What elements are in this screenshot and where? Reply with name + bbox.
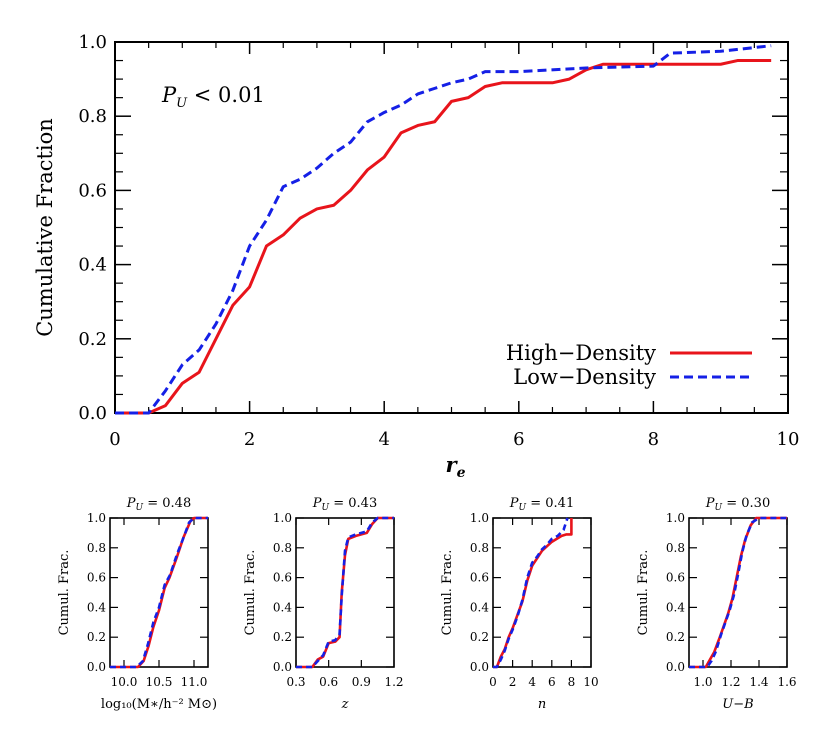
panel-3-high-density-line bbox=[493, 518, 573, 669]
panel-3-y-axis-title: Cumul. Frac. bbox=[440, 550, 455, 636]
main-x-tick-label: 2 bbox=[244, 429, 255, 450]
panel-3-y-tick-label: 1.0 bbox=[470, 511, 489, 525]
panel-4-y-axis-title: Cumul. Frac. bbox=[636, 550, 651, 636]
panel-1-x-tick-label: 11.0 bbox=[181, 675, 208, 689]
panel-3-y-tick-label: 0.8 bbox=[470, 541, 489, 555]
main-y-tick-label: 0.0 bbox=[78, 403, 107, 424]
panel-1-x-tick-label: 10.0 bbox=[111, 675, 138, 689]
panel-2-y-tick-label: 0.4 bbox=[273, 600, 292, 614]
panel-1-x-tick-label: 10.5 bbox=[146, 675, 173, 689]
panel-1-y-tick-label: 0.0 bbox=[87, 660, 106, 674]
panel-1-frame bbox=[109, 517, 209, 668]
panel-3-title: PU = 0.41 bbox=[509, 496, 574, 513]
panel-2-y-axis-title: Cumul. Frac. bbox=[243, 550, 258, 636]
main-y-tick-label: 0.8 bbox=[78, 106, 107, 127]
main-x-tick-label: 0 bbox=[109, 429, 120, 450]
main-y-tick-label: 0.2 bbox=[78, 329, 107, 350]
panel-4-high-density-line bbox=[689, 516, 787, 669]
panel-4-x-axis-title: U−B bbox=[722, 697, 753, 712]
low-density-line bbox=[115, 44, 772, 415]
panel-4-y-tick-label: 1.0 bbox=[666, 511, 685, 525]
panel-4-y-tick-label: 0.4 bbox=[666, 600, 685, 614]
high-density-line bbox=[115, 59, 772, 415]
panel-3-y-tick-label: 0.6 bbox=[470, 571, 489, 585]
panel-1-low-density-line bbox=[110, 516, 208, 669]
panel-4-frame bbox=[688, 517, 788, 668]
panel-3-x-axis-title: n bbox=[538, 697, 546, 712]
panel-3-x-tick-label: 4 bbox=[528, 675, 536, 689]
panel-4-title: PU = 0.30 bbox=[705, 496, 770, 513]
main-y-tick-label: 0.6 bbox=[78, 180, 107, 201]
panel-4-x-tick-label: 1.6 bbox=[777, 675, 796, 689]
panel-2-frame bbox=[295, 517, 395, 668]
panel-4-low-density-line bbox=[689, 516, 787, 669]
panel-4-x-tick-label: 1.0 bbox=[693, 675, 712, 689]
panel-2-y-tick-label: 0.2 bbox=[273, 630, 292, 644]
p-value-annotation: PU < 0.01 bbox=[161, 83, 265, 111]
panel-4-y-tick-label: 0.6 bbox=[666, 571, 685, 585]
panel-3-x-tick-label: 8 bbox=[568, 675, 576, 689]
panel-1-y-tick-label: 1.0 bbox=[87, 511, 106, 525]
panel-1-y-axis-title: Cumul. Frac. bbox=[57, 550, 72, 636]
main-x-axis-title: re bbox=[446, 452, 466, 481]
panel-2-y-tick-label: 0.0 bbox=[273, 660, 292, 674]
main-y-tick-label: 1.0 bbox=[78, 32, 107, 53]
panel-1-y-tick-label: 0.6 bbox=[87, 571, 106, 585]
panel-3-x-tick-label: 0 bbox=[489, 675, 497, 689]
main-y-axis-title: Cumulative Fraction bbox=[33, 118, 57, 337]
panel-1-title: PU = 0.48 bbox=[126, 496, 191, 513]
main-x-tick-label: 8 bbox=[648, 429, 659, 450]
panel-1-x-axis-title: log₁₀(M∗/h⁻² M⊙) bbox=[101, 697, 217, 712]
panel-1-high-density-line bbox=[110, 516, 208, 669]
panel-2-x-tick-label: 0.9 bbox=[352, 675, 371, 689]
legend-label-low-density: Low−Density bbox=[513, 365, 656, 389]
panel-2-x-tick-label: 0.3 bbox=[286, 675, 305, 689]
panel-4-y-tick-label: 0.0 bbox=[666, 660, 685, 674]
panel-2-high-density-line bbox=[296, 516, 394, 669]
panel-2-low-density-line bbox=[296, 516, 394, 669]
panel-2-x-axis-title: z bbox=[341, 697, 349, 712]
panel-3-y-tick-label: 0.0 bbox=[470, 660, 489, 674]
panel-2-x-tick-label: 1.2 bbox=[384, 675, 403, 689]
panel-1-y-tick-label: 0.2 bbox=[87, 630, 106, 644]
panel-2-title: PU = 0.43 bbox=[312, 496, 377, 513]
panel-2-y-tick-label: 1.0 bbox=[273, 511, 292, 525]
panel-4-y-tick-label: 0.2 bbox=[666, 630, 685, 644]
panel-3-x-tick-label: 2 bbox=[509, 675, 517, 689]
panel-3-y-tick-label: 0.4 bbox=[470, 600, 489, 614]
panel-3-y-tick-label: 0.2 bbox=[470, 630, 489, 644]
panel-2-y-tick-label: 0.8 bbox=[273, 541, 292, 555]
panel-3-frame bbox=[492, 517, 592, 668]
panel-3-x-tick-label: 10 bbox=[583, 675, 598, 689]
main-x-tick-label: 6 bbox=[513, 429, 524, 450]
main-x-tick-label: 4 bbox=[378, 429, 389, 450]
panel-2-y-tick-label: 0.6 bbox=[273, 571, 292, 585]
main-x-tick-label: 10 bbox=[777, 429, 800, 450]
panel-4-x-tick-label: 1.4 bbox=[749, 675, 768, 689]
main-y-tick-label: 0.4 bbox=[78, 255, 107, 276]
panel-4-x-tick-label: 1.2 bbox=[721, 675, 740, 689]
panel-4-y-tick-label: 0.8 bbox=[666, 541, 685, 555]
panel-3-x-tick-label: 6 bbox=[548, 675, 556, 689]
panel-1-y-tick-label: 0.4 bbox=[87, 600, 106, 614]
panel-1-y-tick-label: 0.8 bbox=[87, 541, 106, 555]
legend-label-high-density: High−Density bbox=[506, 341, 656, 365]
panel-2-x-tick-label: 0.6 bbox=[319, 675, 338, 689]
